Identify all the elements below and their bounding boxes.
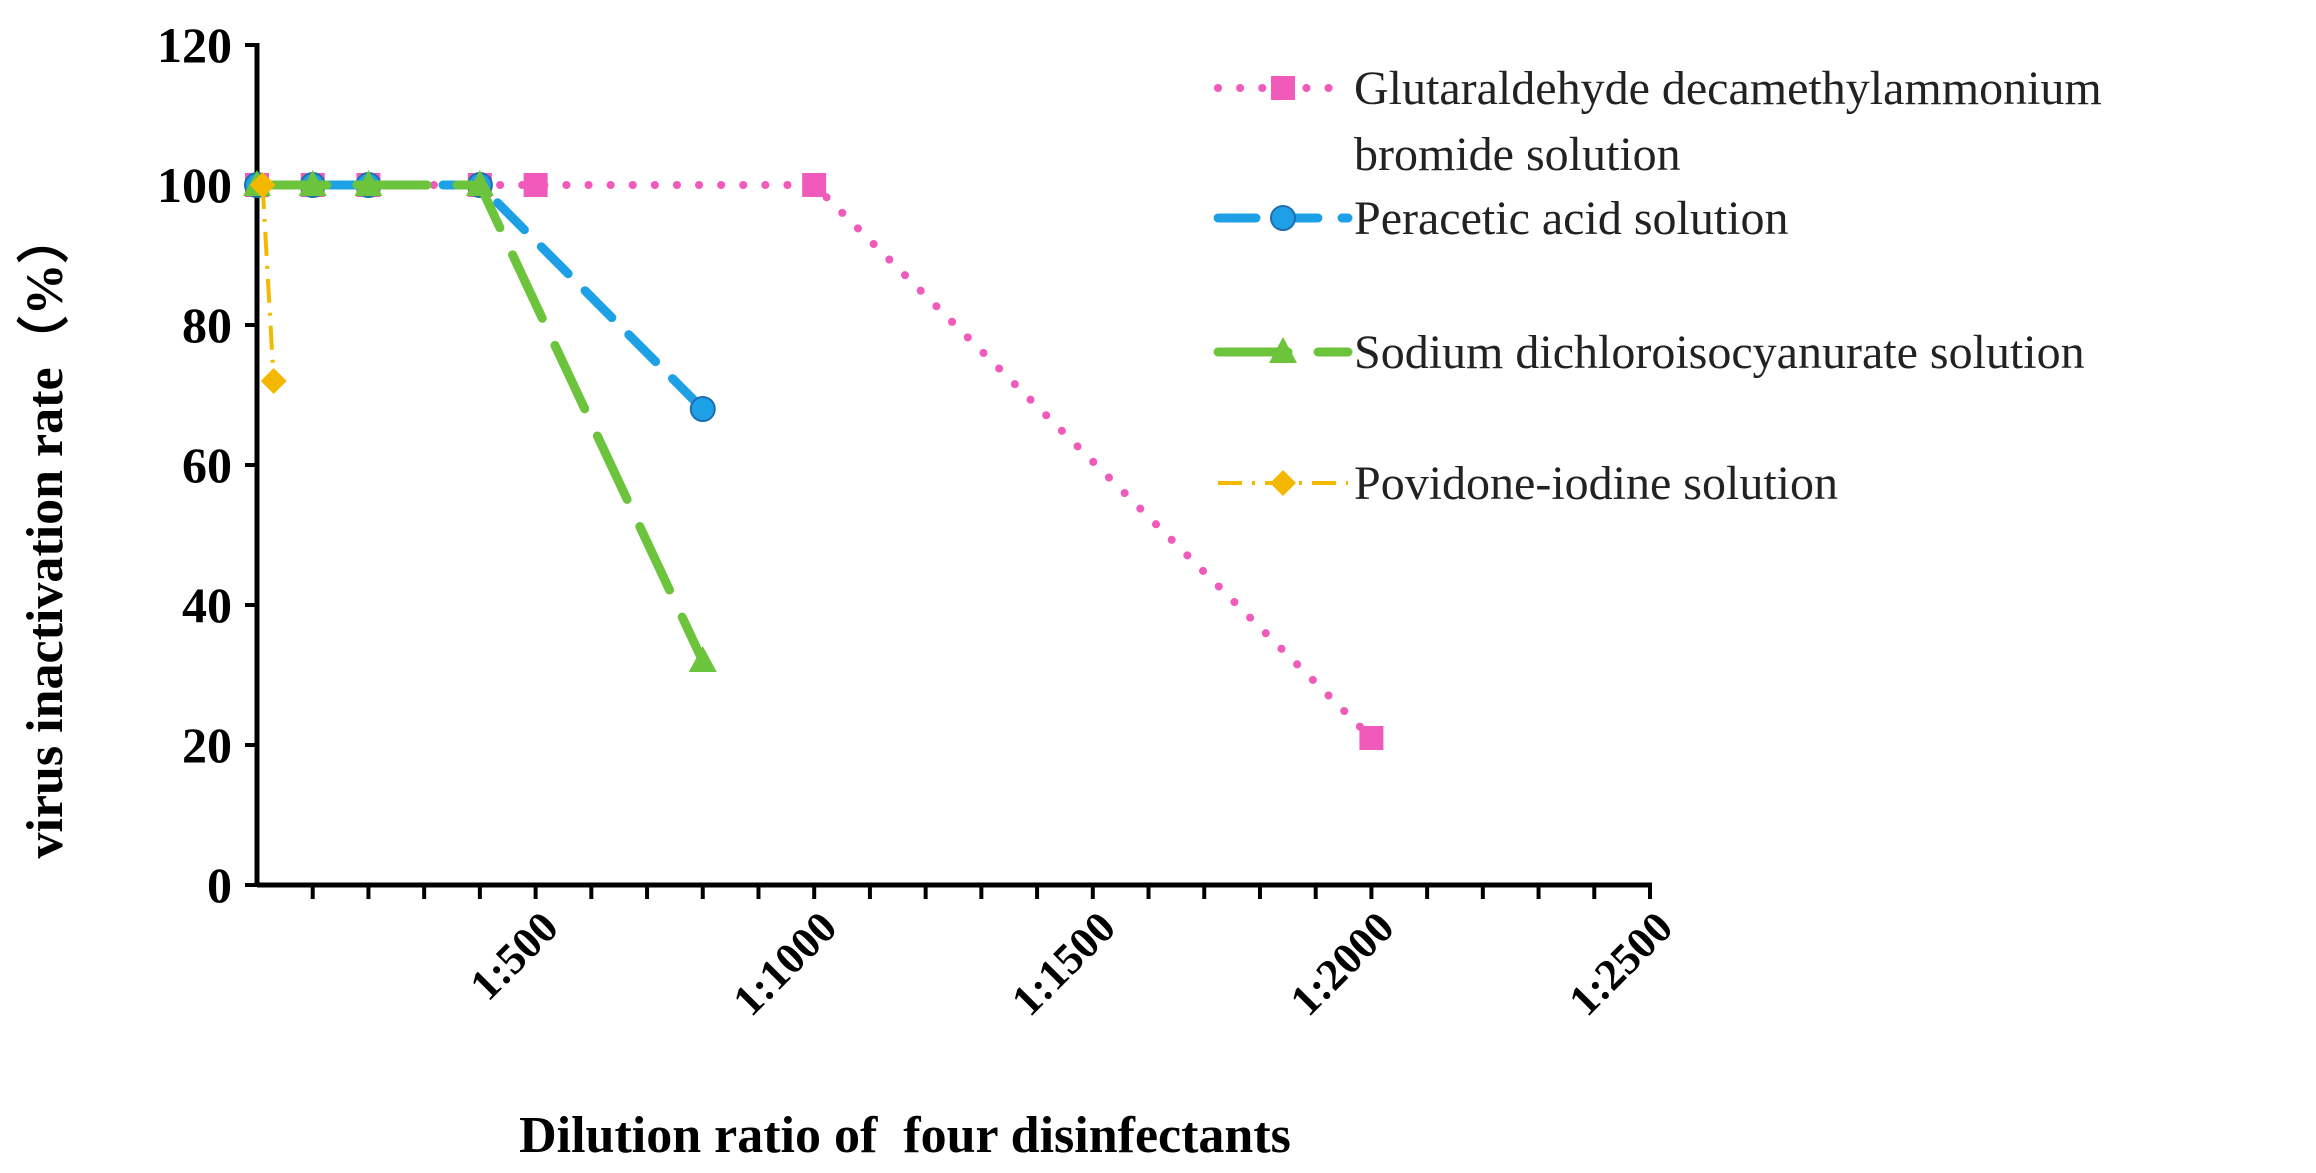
legend-swatch-marker [1269, 337, 1297, 363]
legend-label: Povidone-iodine solution [1354, 457, 1838, 510]
series-layer [243, 170, 1384, 750]
legend: Glutaraldehyde decamethylammonium bromide… [1213, 62, 2102, 510]
data-point [688, 646, 717, 672]
legend-swatch-marker [1271, 76, 1295, 100]
series-line [252, 180, 708, 666]
legend-item: Glutaraldehyde decamethylammonium bromide… [1214, 62, 2102, 181]
legend-label: Peracetic acid solution [1354, 192, 1789, 245]
data-point [249, 172, 276, 198]
legend-item: Povidone-iodine solution [1218, 457, 1838, 510]
data-point [523, 173, 548, 197]
y-tick-label: 120 [157, 17, 232, 73]
legend-label: bromide solution [1354, 128, 1681, 181]
series-2 [244, 172, 716, 422]
legend-item: Sodium dichloroisocyanurate solution [1213, 326, 2085, 379]
data-point [689, 396, 716, 422]
x-tick-label: 1:2500 [1559, 902, 1682, 1025]
y-tick-labels: 0 20 40 60 80 100 120 [157, 17, 232, 913]
y-tick-label: 80 [182, 297, 232, 353]
legend-swatch-marker [1270, 205, 1296, 231]
y-tick-label: 40 [182, 577, 232, 633]
data-point [465, 170, 494, 196]
series-3 [243, 170, 717, 672]
x-tick-label: 1:1500 [1002, 902, 1125, 1025]
legend-label: Sodium dichloroisocyanurate solution [1354, 326, 2085, 379]
y-axis-title: virus inactivation rate（%） [16, 211, 74, 858]
y-tick-label: 60 [182, 437, 232, 493]
data-point [298, 170, 327, 196]
y-tick-label: 100 [157, 157, 232, 213]
x-axis-title: Dilution ratio of four disinfectants [519, 1107, 1291, 1164]
series-4 [249, 172, 287, 394]
data-point [260, 368, 287, 394]
y-tick-label: 0 [207, 857, 232, 913]
data-point [354, 170, 383, 196]
x-tick-label: 1:1000 [723, 902, 846, 1025]
x-tick-label: 1:2000 [1281, 902, 1404, 1025]
x-tick-labels: 1:500 1:1000 1:1500 1:2000 1:2500 [460, 902, 1682, 1025]
series-1 [245, 173, 1384, 750]
legend-label: Glutaraldehyde decamethylammonium [1354, 62, 2102, 115]
y-tick-label: 20 [182, 717, 232, 773]
series-line [253, 181, 1376, 742]
legend-item: Peracetic acid solution [1213, 192, 1789, 245]
series-line [252, 180, 708, 414]
series-line [260, 184, 276, 382]
legend-swatch-marker [1270, 470, 1296, 496]
x-tick-label: 1:500 [460, 902, 567, 1009]
data-point [802, 173, 827, 197]
data-point [1359, 726, 1384, 750]
